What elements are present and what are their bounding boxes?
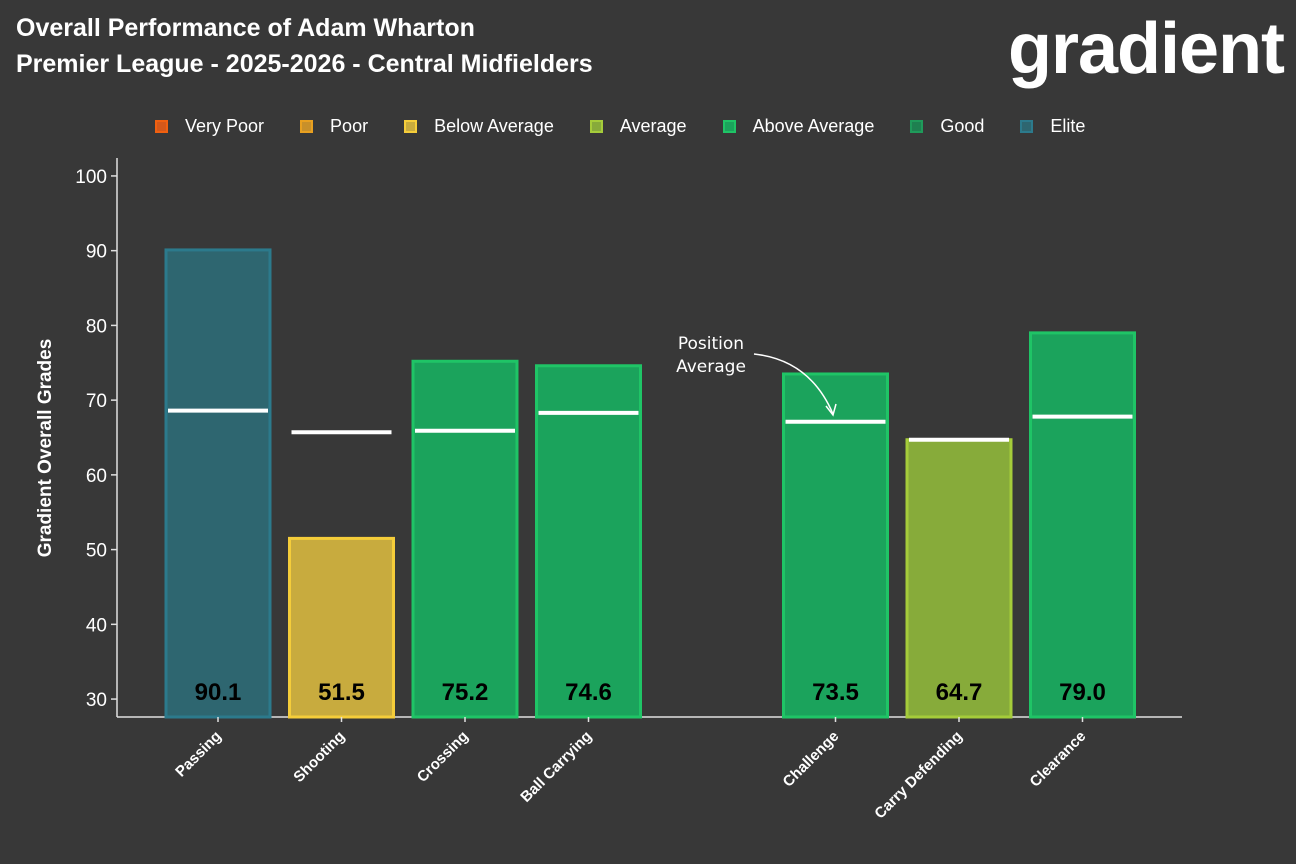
y-tick-label: 60 [86,466,107,487]
chart-title: Overall Performance of Adam Wharton Prem… [16,10,593,82]
legend-label: Good [940,116,985,136]
y-tick-label: 70 [86,391,107,412]
legend-item: Elite [1020,116,1085,137]
bar-value-label: 74.6 [565,679,612,706]
bar [905,438,1013,719]
legend-swatch [155,120,168,133]
bar [411,359,519,719]
title-line-2: Premier League - 2025-2026 - Central Mid… [16,50,593,78]
y-tick-label: 50 [86,541,107,562]
bar [782,372,889,719]
legend-swatch [1020,120,1034,133]
legend-label: Very Poor [185,116,265,136]
legend-label: Elite [1050,116,1086,136]
legend-label: Below Average [434,116,554,136]
x-tick-label: Challenge [780,728,843,791]
gradient-logo: gradient [1008,9,1285,89]
x-tick-label: Shooting [290,728,348,786]
legend-item: Very Poor [155,116,264,137]
title-line-1: Overall Performance of Adam Wharton [16,14,475,42]
bar-value-label: 64.7 [936,679,983,706]
annotation-arrow [753,353,834,415]
annotation-text: Position [678,334,744,354]
bar-value-label: 75.2 [442,679,489,706]
legend-item: Above Average [722,116,875,137]
bar [1029,331,1136,719]
legend-swatch [722,120,736,133]
x-tick-label: Crossing [414,728,472,786]
legend-label: Average [619,116,687,136]
legend-item: Poor [300,116,368,137]
legend-swatch [404,120,418,133]
bar [535,364,642,719]
y-tick-label: 80 [86,316,107,337]
legend-label: Poor [330,116,369,136]
bar-value-label: 90.1 [195,679,242,706]
legend-label: Above Average [752,116,875,136]
bar [288,536,395,719]
arrowhead-icon [825,403,837,417]
y-tick-label: 40 [86,615,107,636]
bar-value-label: 73.5 [812,679,859,706]
bar-value-label: 79.0 [1059,679,1106,706]
legend-item: Average [589,116,687,137]
y-tick-label: 100 [75,167,107,188]
legend-item: Below Average [404,116,554,137]
bar [164,248,272,719]
bar-value-label: 51.5 [318,679,365,706]
legend-swatch [589,120,603,133]
legend-item: Good [910,116,984,137]
legend-swatch [300,120,314,133]
y-axis-label: Gradient Overall Grades [35,339,56,558]
x-tick-label: Carry Defending [871,728,966,823]
legend: Very Poor Poor Below Average Average Above A… [155,116,1121,137]
x-tick-label: Clearance [1027,728,1090,791]
x-tick-label: Ball Carrying [517,728,595,806]
y-tick-label: 30 [86,690,107,711]
legend-swatch [910,120,924,133]
annotation-text: Average [676,357,746,377]
x-tick-label: Passing [172,728,225,781]
y-tick-label: 90 [86,242,107,263]
